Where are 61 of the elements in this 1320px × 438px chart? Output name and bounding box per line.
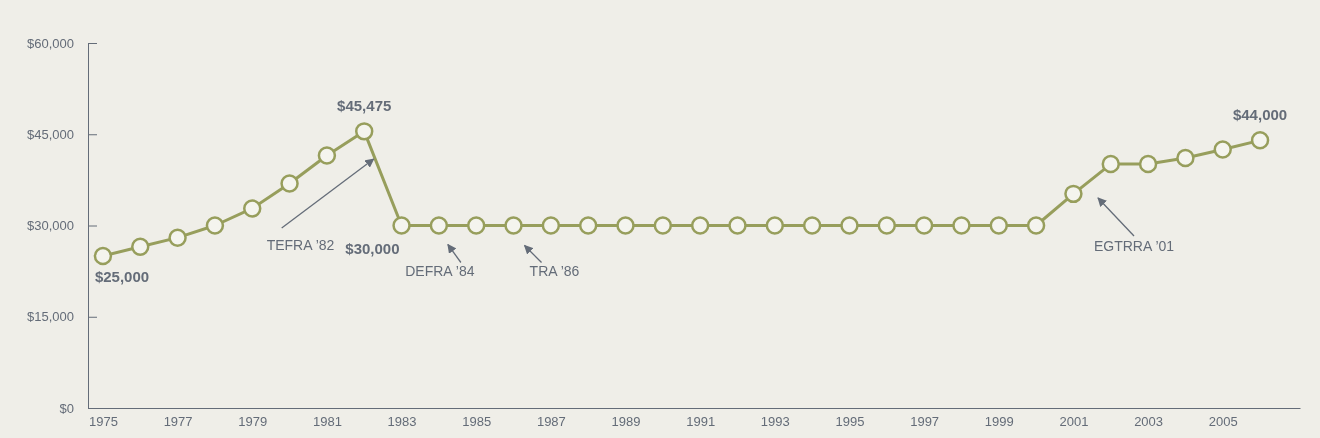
point	[131, 237, 150, 256]
y-tick-label: $30,000	[27, 218, 74, 234]
point	[690, 216, 710, 235]
point	[504, 216, 523, 235]
x-tick-label: 2003	[1134, 414, 1164, 430]
point	[914, 216, 934, 235]
x-tick-label: 1981	[312, 414, 342, 430]
x-tick-label: 1999	[984, 414, 1014, 430]
x-tick-label: 1975	[88, 414, 118, 430]
annotation: TRA ’86	[529, 262, 580, 279]
x-tick-label: 1991	[686, 414, 716, 430]
y-tick-label: $0	[59, 400, 74, 416]
x-tick-label: 1995	[835, 414, 865, 430]
point	[392, 216, 411, 235]
point	[1250, 131, 1270, 150]
point	[429, 216, 449, 235]
point	[541, 216, 561, 235]
point	[1026, 216, 1046, 235]
x-tick-label: 1993	[760, 414, 790, 430]
x-tick-label: 2001	[1059, 414, 1089, 430]
x-tick-label: 2005	[1208, 414, 1238, 430]
data-label: $25,000	[94, 267, 150, 285]
x-tick-label: 1979	[238, 414, 268, 430]
point	[989, 216, 1008, 235]
point	[653, 216, 673, 235]
point	[205, 216, 225, 235]
point	[840, 216, 859, 235]
point	[802, 216, 822, 235]
x-tick-label: 1983	[387, 414, 417, 430]
x-tick-label: 1989	[611, 414, 641, 430]
x-tick-label: 1987	[536, 414, 566, 430]
y-tick-label: $60,000	[27, 35, 74, 51]
point	[728, 216, 747, 235]
point	[168, 228, 187, 247]
point	[1176, 148, 1195, 168]
annotation: DEFRA ’84	[405, 262, 475, 279]
annotation: TEFRA ’82	[266, 237, 335, 254]
point	[952, 216, 971, 235]
point	[466, 216, 486, 235]
point	[765, 216, 785, 235]
point	[280, 174, 299, 193]
point	[243, 199, 262, 218]
point	[317, 146, 337, 165]
annotation: EGTRRA ’01	[1093, 238, 1175, 254]
x-tick-label: 1985	[462, 414, 492, 430]
data-label: $30,000	[345, 239, 400, 257]
point	[578, 216, 598, 235]
point	[93, 246, 113, 266]
y-tick-label: $45,000	[27, 126, 74, 142]
point	[1213, 140, 1232, 159]
data-label: $44,000	[1232, 106, 1288, 124]
point	[1101, 154, 1120, 174]
y-tick-label: $15,000	[27, 309, 74, 325]
point	[877, 216, 897, 235]
point	[616, 216, 635, 235]
x-tick-label: 1977	[163, 414, 193, 430]
x-tick-label: 1997	[910, 414, 940, 430]
point	[354, 122, 374, 141]
point	[1064, 184, 1083, 204]
data-label: $45,475	[337, 97, 392, 115]
point	[1138, 154, 1158, 174]
